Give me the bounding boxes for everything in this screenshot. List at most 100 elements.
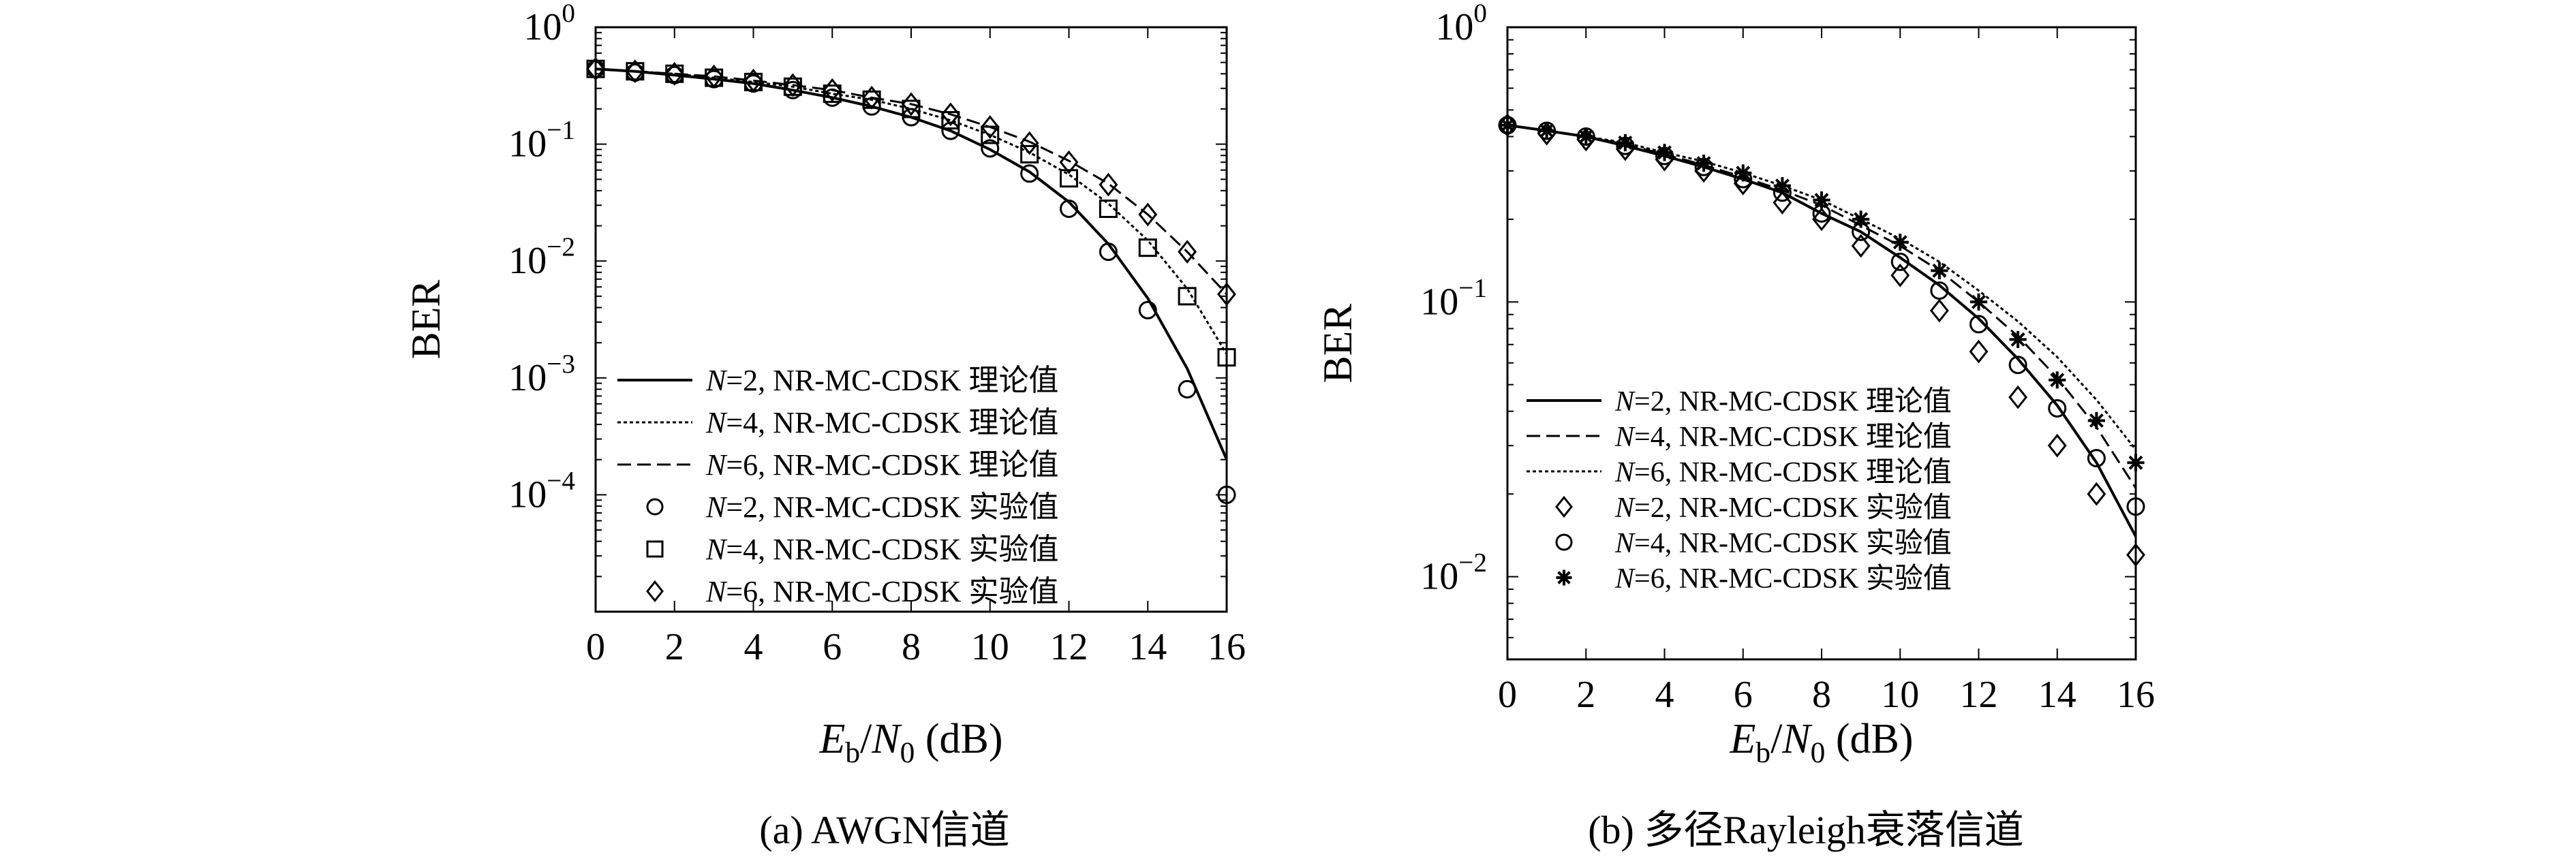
legend-label: N=4, NR-MC-CDSK 实验值 (1614, 527, 1952, 559)
legend-marker (646, 540, 664, 558)
chart-caption: (a) AWGN信道 (759, 808, 1009, 852)
legend-entry: N=6, NR-MC-CDSK 理论值 (617, 448, 1058, 482)
data-point (1020, 164, 1039, 183)
legend-entry: N=2, NR-MC-CDSK 实验值 (1555, 492, 1952, 524)
legend-entry: N=6, NR-MC-CDSK 实验值 (646, 575, 1058, 608)
y-tick-base: 10 (1420, 281, 1458, 323)
legend-symbol: N (1614, 563, 1636, 595)
data-point (902, 99, 921, 119)
data-point (1099, 242, 1118, 262)
x-label-subscript: 0 (1811, 736, 1826, 769)
y-tick-base: 10 (508, 473, 547, 516)
legend-symbol: N (1614, 457, 1636, 488)
x-tick-label: 2 (665, 626, 684, 668)
legend-entry: N=4, NR-MC-CDSK 实验值 (646, 533, 1058, 566)
x-axis-label: Eb/N0 (dB) (1729, 716, 1913, 769)
x-tick-label: 12 (1960, 674, 1998, 716)
y-tick-exponent: −1 (547, 116, 575, 145)
data-point (1851, 234, 1871, 258)
series-line (1507, 124, 2137, 451)
data-point (625, 59, 645, 84)
x-tick-label: 10 (971, 626, 1009, 668)
data-point (2008, 385, 2028, 409)
data-point (1499, 116, 1516, 134)
legend-label: N=6, NR-MC-CDSK 理论值 (1614, 457, 1952, 488)
data-point (2127, 454, 2145, 471)
data-point (1138, 300, 1157, 319)
data-point (2048, 398, 2067, 418)
data-point (1655, 144, 1674, 161)
x-tick-label: 16 (2117, 674, 2155, 716)
series-3 (595, 67, 1228, 295)
y-tick-base: 10 (508, 240, 547, 282)
data-point (1060, 199, 1078, 218)
series-1 (1507, 123, 2137, 537)
x-tick-label: 0 (1498, 674, 1517, 716)
data-point (1734, 164, 1752, 182)
y-tick-base: 10 (508, 357, 547, 399)
y-tick-exponent: 0 (1473, 0, 1487, 28)
legend-text: =6, NR-MC-CDSK 实验值 (1634, 563, 1952, 595)
x-tick-label: 4 (744, 626, 763, 668)
x-label-symbol: E (818, 716, 845, 762)
legend-entry: N=2, NR-MC-CDSK 实验值 (646, 490, 1058, 524)
data-point (1969, 315, 1988, 334)
legend-text: =2, NR-MC-CDSK 实验值 (726, 490, 1058, 524)
x-axis-label: Eb/N0 (dB) (818, 716, 1002, 769)
x-tick-label: 14 (1129, 626, 1167, 668)
x-label-symbol: E (1729, 716, 1755, 762)
legend-label: N=6, NR-MC-CDSK 实验值 (1614, 563, 1952, 595)
series-5 (1498, 116, 2145, 516)
data-point (2009, 330, 2027, 349)
x-label-subscript: b (1755, 736, 1770, 769)
legend-entry: N=4, NR-MC-CDSK 理论值 (617, 406, 1058, 439)
data-point (1538, 122, 1556, 140)
data-point (1890, 252, 1910, 271)
x-tick-label: 14 (2038, 674, 2076, 716)
data-point (980, 115, 1000, 139)
legend-symbol: N (705, 448, 728, 482)
data-point (743, 68, 763, 93)
y-tick-label: 10−2 (508, 232, 575, 282)
legend-text: =4, NR-MC-CDSK 实验值 (726, 533, 1058, 566)
data-point (1498, 113, 1517, 138)
x-tick-label: 8 (1812, 674, 1831, 716)
y-tick-base: 10 (523, 6, 562, 48)
y-tick-label: 100 (1435, 0, 1487, 48)
series-1 (595, 67, 1228, 460)
legend-symbol: N (1614, 492, 1636, 524)
data-point (981, 139, 1000, 158)
data-point (940, 102, 960, 127)
x-tick-label: 2 (1576, 674, 1595, 716)
y-tick-label: 10−1 (1420, 273, 1487, 323)
legend-marker (646, 498, 664, 516)
legend-text: =4, NR-MC-CDSK 理论值 (1634, 422, 1952, 453)
data-point (2047, 433, 2067, 458)
legend-marker (1556, 569, 1572, 586)
y-tick-label: 10−2 (1420, 548, 1487, 598)
y-tick-base: 10 (1435, 6, 1473, 48)
data-point (1099, 199, 1118, 218)
series-line (595, 67, 1228, 460)
data-point (1733, 171, 1753, 195)
x-tick-label: 6 (823, 626, 842, 668)
series-6 (1499, 116, 2145, 471)
legend-label: N=4, NR-MC-CDSK 理论值 (705, 406, 1058, 439)
data-point (1616, 134, 1634, 152)
data-point (2126, 543, 2145, 567)
x-tick-label: 12 (1050, 626, 1088, 668)
legend-text: =6, NR-MC-CDSK 理论值 (726, 448, 1058, 482)
legend-text: =2, NR-MC-CDSK 实验值 (1634, 492, 1952, 524)
y-tick-exponent: −2 (1458, 548, 1487, 578)
data-point (1813, 191, 1830, 209)
data-point (783, 73, 803, 97)
legend-entry: N=6, NR-MC-CDSK 理论值 (1527, 457, 1952, 488)
legend-symbol: N (705, 364, 728, 397)
data-point (1852, 210, 1870, 228)
y-axis-label: BER (1315, 304, 1360, 383)
data-point (2126, 497, 2145, 516)
y-tick-exponent: 0 (562, 0, 575, 28)
legend-label: N=4, NR-MC-CDSK 实验值 (705, 533, 1058, 566)
data-point (902, 92, 921, 116)
